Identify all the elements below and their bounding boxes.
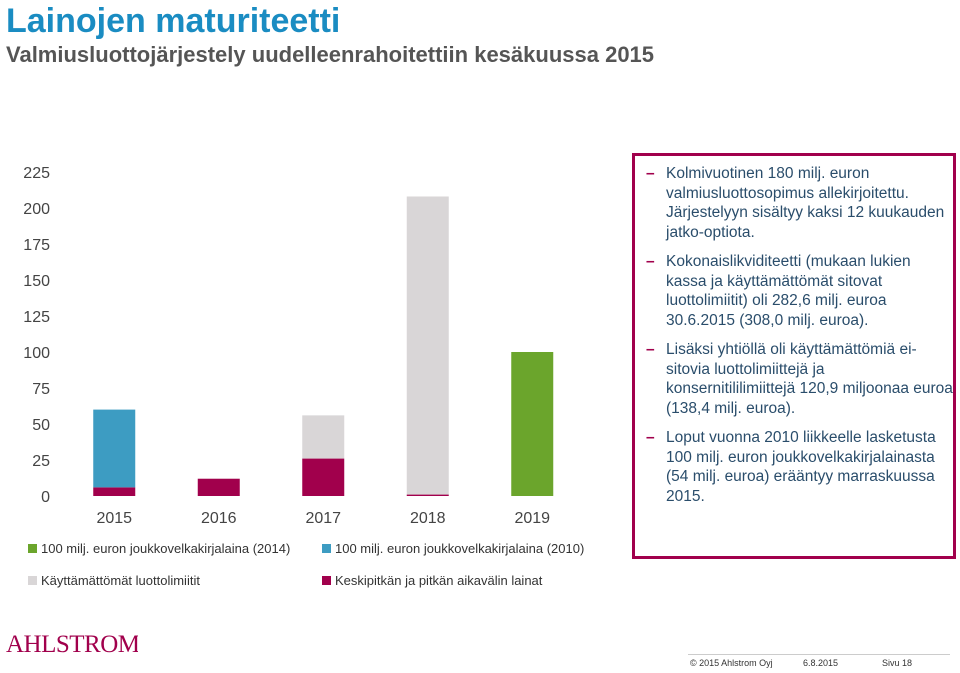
x-tick-label: 2015: [96, 510, 132, 527]
legend-item: 100 milj. euron joukkovelkakirjalaina (2…: [322, 541, 584, 556]
svg-text:AHLSTROM: AHLSTROM: [6, 631, 138, 656]
bar-segment: [302, 415, 345, 459]
bullet-dash-icon: –: [646, 341, 655, 358]
bullet-dash-icon: –: [646, 165, 655, 182]
page-title: Lainojen maturiteetti: [6, 2, 341, 40]
y-tick-label: 100: [23, 345, 50, 362]
legend-swatch: [28, 576, 37, 585]
x-tick-label: 2018: [410, 510, 446, 527]
y-tick-label: 225: [23, 165, 50, 182]
y-tick-label: 25: [32, 453, 50, 470]
bullet-text: Lisäksi yhtiöllä oli käyttämättömiä ei-s…: [666, 341, 953, 417]
bar-segment: [302, 458, 345, 496]
legend-swatch: [28, 544, 37, 553]
y-tick-label: 0: [41, 489, 50, 506]
footer-page-number: Sivu 18: [882, 658, 913, 668]
legend-swatch: [322, 576, 331, 585]
x-tick-label: 2019: [514, 510, 550, 527]
legend-swatch: [322, 544, 331, 553]
bar-segment: [511, 352, 554, 496]
legend-item: Käyttämättömät luottolimiitit: [28, 573, 200, 588]
bullet-item: – Loput vuonna 2010 liikkeelle lasketusta…: [635, 428, 953, 506]
page-subtitle: Valmiusluottojärjestely uudelleenrahoite…: [6, 42, 655, 67]
footer-divider: [688, 654, 950, 655]
bar-segment: [93, 409, 136, 488]
y-tick-label: 150: [23, 273, 50, 290]
x-tick-label: 2016: [201, 510, 237, 527]
bar-group: [93, 196, 554, 496]
bullet-item: – Kokonaislikviditeetti (mukaan lukien ka…: [635, 252, 953, 330]
bar-segment: [406, 196, 449, 495]
ahlstrom-logo-mark: AHLSTROM: [6, 631, 140, 658]
legend-label: Keskipitkän ja pitkän aikavälin lainat: [335, 573, 543, 588]
legend-label: 100 milj. euron joukkovelkakirjalaina (2…: [41, 541, 291, 556]
info-textbox: – Kolmivuotinen 180 milj. euron valmiuslu…: [632, 153, 956, 559]
bar-segment: [406, 494, 449, 496]
y-axis-ticks: 0 25 50 75 100 125 150 175 200 225: [23, 165, 50, 506]
legend-label: Käyttämättömät luottolimiitit: [41, 573, 200, 588]
footer-date: 6.8.2015: [803, 658, 839, 668]
bullet-dash-icon: –: [646, 253, 655, 270]
x-tick-label: 2017: [305, 510, 341, 527]
y-tick-label: 50: [32, 417, 50, 434]
bullet-item: – Kolmivuotinen 180 milj. euron valmiuslu…: [635, 164, 953, 242]
legend-item: Keskipitkän ja pitkän aikavälin lainat: [322, 573, 542, 588]
bullet-list: – Kolmivuotinen 180 milj. euron valmiuslu…: [635, 164, 953, 506]
bar-segment: [197, 478, 240, 496]
bullet-text: Loput vuonna 2010 liikkeelle lasketusta …: [666, 429, 936, 505]
legend-label: 100 milj. euron joukkovelkakirjalaina (2…: [335, 541, 585, 556]
bullet-dash-icon: –: [646, 429, 655, 446]
y-tick-label: 125: [23, 309, 50, 326]
ahlstrom-logo: AHLSTROM: [6, 630, 140, 661]
y-tick-label: 75: [32, 381, 50, 398]
x-axis-ticks: 2015 2016 2017 2018 2019: [96, 510, 550, 527]
y-tick-label: 200: [23, 201, 50, 218]
y-tick-label: 175: [23, 237, 50, 254]
bar-segment: [93, 487, 136, 496]
footer-copyright: © 2015 Ahlstrom Oyj: [690, 658, 773, 668]
bullet-text: Kokonaislikviditeetti (mukaan lukien kas…: [666, 253, 911, 329]
bullet-text: Kolmivuotinen 180 milj. euron valmiusluo…: [666, 165, 945, 241]
legend-item: 100 milj. euron joukkovelkakirjalaina (2…: [28, 541, 290, 556]
bullet-item: – Lisäksi yhtiöllä oli käyttämättömiä ei-…: [635, 340, 953, 418]
